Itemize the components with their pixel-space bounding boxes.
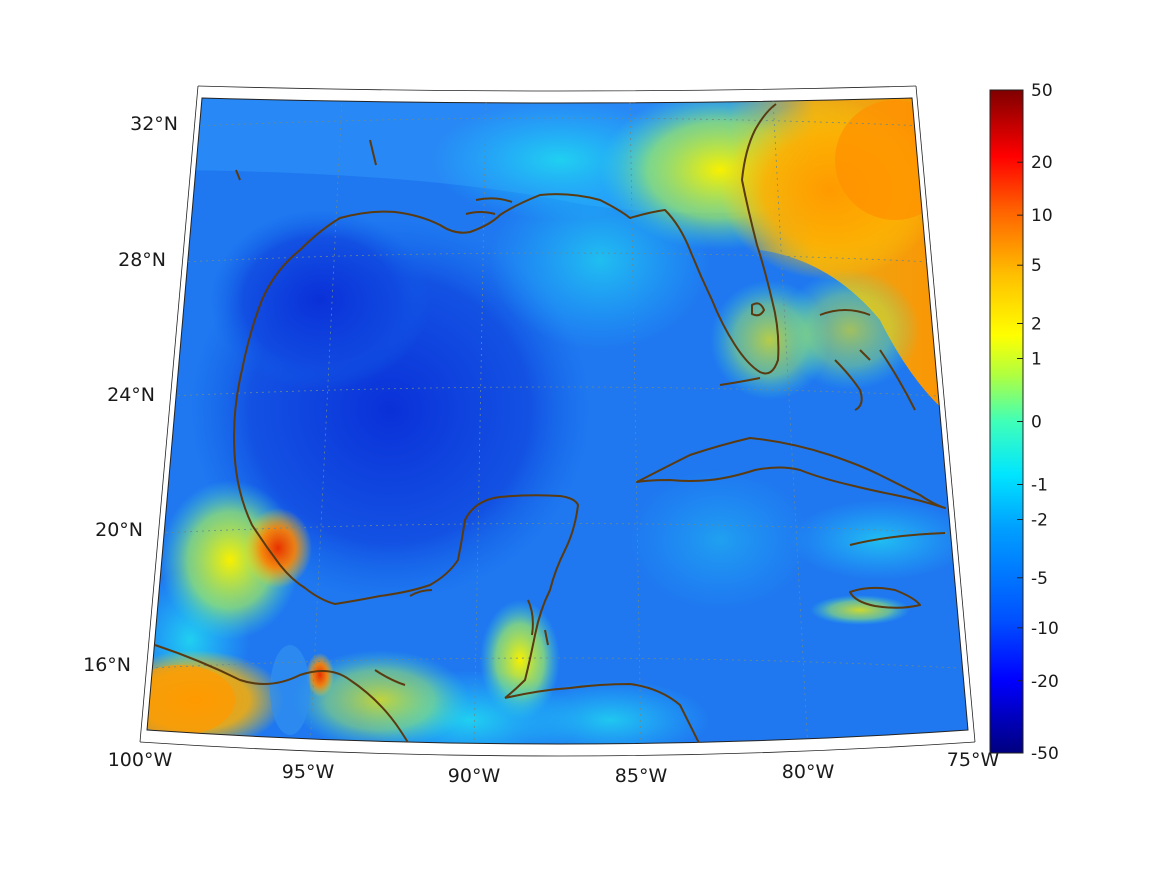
lon-tick-90w: 90°W	[448, 765, 501, 787]
lat-tick-28n: 28°N	[118, 249, 166, 271]
lon-tick-80w: 80°W	[782, 761, 835, 783]
lon-tick-75w: 75°W	[947, 749, 1000, 771]
veracruz-hot-spot	[244, 508, 312, 588]
lon-tick-labels: 100°W 95°W 90°W 85°W 80°W 75°W	[108, 749, 1000, 787]
lat-tick-20n: 20°N	[95, 519, 143, 541]
lat-tick-32n: 32°N	[130, 113, 178, 135]
colorbar-tick-label: -50	[1031, 744, 1059, 764]
lat-tick-16n: 16°N	[83, 654, 131, 676]
colorbar-tick-label: -20	[1031, 672, 1059, 692]
colorbar-tick-label: -5	[1031, 569, 1048, 589]
data-field	[147, 98, 968, 744]
colorbar-tick-label: -2	[1031, 511, 1048, 531]
colorbar-tick-label: 5	[1031, 256, 1042, 276]
lon-tick-95w: 95°W	[282, 761, 335, 783]
colorbar-tick-label: -10	[1031, 619, 1059, 639]
colorbar-tick-label: 10	[1031, 206, 1053, 226]
lat-tick-24n: 24°N	[107, 384, 155, 406]
cuba-coastline	[636, 437, 946, 509]
colorbar-tick-label: 2	[1031, 314, 1042, 334]
jamaica-coastline	[849, 586, 921, 609]
coastlines	[154, 103, 946, 744]
map-frame	[146, 97, 969, 745]
graticule	[149, 98, 959, 744]
lon-tick-100w: 100°W	[108, 749, 173, 771]
colorbar-tick-label: 50	[1031, 81, 1053, 101]
colorbar-tick-label: 20	[1031, 153, 1053, 173]
colorbar-tick-label: 1	[1031, 349, 1042, 369]
mexico-coastline	[235, 469, 579, 699]
colorbar-tick-label: -1	[1031, 476, 1048, 496]
us-gulf-coastline	[233, 103, 780, 471]
lon-tick-85w: 85°W	[615, 765, 668, 787]
lat-tick-labels: 32°N 28°N 24°N 20°N 16°N	[83, 113, 178, 676]
colorbar-tick-label: 0	[1031, 413, 1042, 433]
